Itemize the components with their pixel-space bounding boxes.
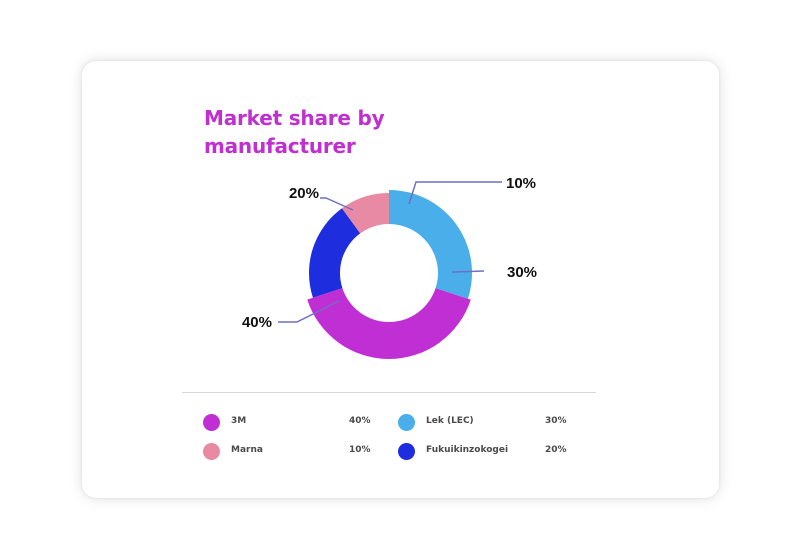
donut-chart: 30% 40% 20% 10% <box>242 175 537 359</box>
legend-item-3m: 3M 40% <box>203 414 373 432</box>
legend-divider <box>182 392 596 393</box>
legend-item-marna: Marna 10% <box>203 443 373 461</box>
leader-line <box>452 270 485 273</box>
legend-value: 10% <box>349 445 371 455</box>
data-label: 40% <box>242 314 272 331</box>
chart-card: Market share by manufacturer 30% 40% 20% 10… <box>82 61 719 498</box>
legend-swatch <box>203 414 220 431</box>
data-label: 30% <box>507 264 537 281</box>
legend-item-fukuikinzokogei: Fukuikinzokogei 20% <box>398 443 568 461</box>
legend-label: Lek (LEC) <box>426 416 474 426</box>
leader-line <box>278 300 340 323</box>
slice-marna <box>341 193 389 234</box>
data-label: 20% <box>289 185 319 202</box>
legend-label: Marna <box>231 445 263 455</box>
legend-label: 3M <box>231 416 247 426</box>
legend-swatch <box>398 443 415 460</box>
slice-3m <box>307 288 471 359</box>
legend-swatch <box>203 443 220 460</box>
slice-fukuikinzokogei <box>309 208 361 298</box>
legend-value: 20% <box>545 445 567 455</box>
legend-value: 40% <box>349 416 371 426</box>
legend-swatch <box>398 414 415 431</box>
legend-value: 30% <box>545 416 567 426</box>
legend-label: Fukuikinzokogei <box>426 445 509 455</box>
leader-line <box>320 197 354 211</box>
leader-line <box>408 181 502 205</box>
slice-lek-lec <box>389 190 472 299</box>
chart-title: Market share by manufacturer <box>204 106 385 158</box>
legend-item-lek: Lek (LEC) 30% <box>398 414 568 432</box>
data-label: 10% <box>506 175 536 192</box>
